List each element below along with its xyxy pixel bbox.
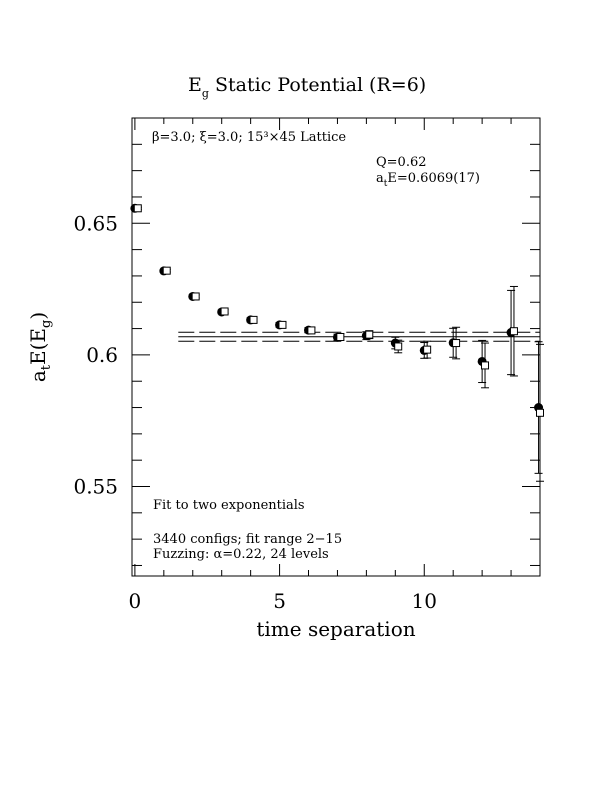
- x-tick-label: 5: [273, 589, 286, 613]
- data-point-square: [423, 345, 432, 354]
- x-axis-label: time separation: [256, 617, 415, 641]
- data-point-square: [394, 342, 403, 351]
- data-point-square: [249, 315, 258, 324]
- configs-annotation: 3440 configs; fit range 2−15: [153, 532, 342, 547]
- data-point-square: [365, 330, 374, 339]
- fuzzing-annotation: Fuzzing: α=0.22, 24 levels: [153, 547, 329, 562]
- fit-note-annotation: Fit to two exponentials: [153, 498, 305, 513]
- y-tick-label: 0.55: [73, 475, 118, 499]
- data-point-square: [536, 408, 544, 417]
- data-point-square: [191, 292, 200, 301]
- x-tick-label: 10: [412, 589, 437, 613]
- axis-ticks: [132, 117, 541, 576]
- data-point-square: [481, 361, 490, 370]
- q-annotation: Q=0.62: [376, 155, 427, 170]
- data-point-square: [220, 307, 229, 316]
- lattice-annotation: β=3.0; ξ=3.0; 15³×45 Lattice: [152, 130, 346, 145]
- chart-title: Eg Static Potential (R=6): [188, 74, 426, 100]
- data-point-square: [162, 266, 171, 275]
- data-point-square: [452, 339, 461, 348]
- data-markers: [130, 203, 544, 417]
- y-tick-label: 0.65: [73, 211, 118, 235]
- y-axis-label: atE(Eg): [26, 312, 54, 382]
- data-point-square: [336, 332, 345, 341]
- data-point-square: [133, 204, 142, 213]
- data-point-square: [307, 326, 316, 335]
- data-point-square: [509, 327, 518, 336]
- axis-tick-labels: 0 5 10 0.55 0.6 0.65: [73, 211, 437, 613]
- x-tick-label: 0: [129, 589, 142, 613]
- error-bars: [130, 206, 544, 482]
- y-tick-label: 0.6: [86, 343, 118, 367]
- energy-annotation: atE=0.6069(17): [376, 171, 480, 189]
- fit-band: [178, 331, 540, 342]
- data-point-square: [278, 320, 287, 329]
